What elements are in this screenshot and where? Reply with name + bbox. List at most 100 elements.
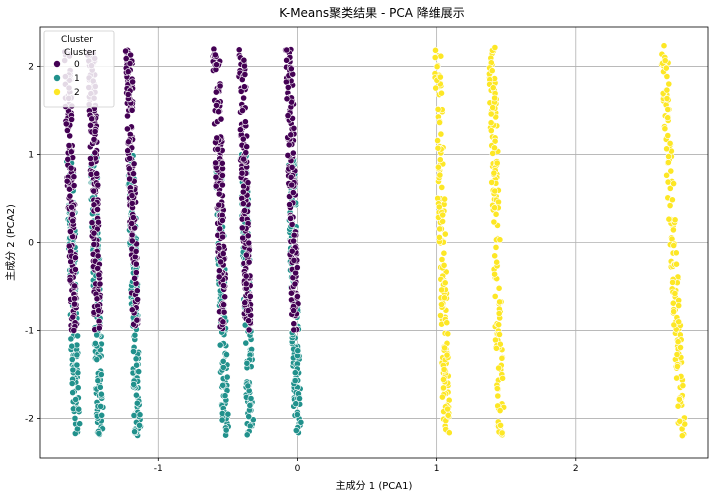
chart-title: K-Means聚类结果 - PCA 降维展示 (279, 6, 465, 20)
data-point-cluster-2 (671, 216, 679, 224)
data-point-cluster-0 (239, 135, 247, 143)
data-point-cluster-0 (211, 51, 219, 59)
data-point-cluster-2 (489, 149, 497, 157)
data-point-cluster-1 (72, 396, 80, 403)
data-point-cluster-0 (288, 181, 296, 189)
data-point-cluster-1 (291, 377, 299, 384)
data-point-cluster-2 (664, 106, 672, 113)
data-point-cluster-2 (664, 132, 672, 139)
data-point-cluster-0 (289, 149, 297, 157)
data-point-cluster-0 (124, 125, 131, 133)
data-point-cluster-1 (297, 418, 305, 426)
data-point-cluster-2 (495, 321, 503, 329)
data-point-cluster-2 (444, 330, 452, 338)
data-point-cluster-0 (214, 145, 222, 153)
data-point-cluster-1 (133, 361, 140, 369)
data-point-cluster-1 (75, 405, 83, 413)
data-point-cluster-0 (220, 308, 228, 316)
data-point-cluster-1 (293, 411, 301, 418)
legend-marker-1 (53, 74, 61, 82)
data-point-cluster-2 (491, 270, 498, 278)
data-point-cluster-0 (284, 112, 292, 119)
data-point-cluster-0 (66, 276, 74, 284)
data-point-cluster-0 (287, 214, 294, 222)
data-point-cluster-2 (492, 344, 500, 352)
data-point-cluster-0 (95, 307, 103, 314)
data-point-cluster-0 (215, 190, 223, 198)
data-point-cluster-0 (215, 244, 223, 252)
data-point-cluster-2 (667, 167, 675, 175)
data-point-cluster-0 (69, 313, 77, 321)
data-point-cluster-0 (239, 188, 247, 196)
data-point-cluster-2 (663, 86, 671, 94)
data-point-cluster-0 (218, 159, 226, 167)
data-point-cluster-2 (440, 249, 448, 257)
data-point-cluster-1 (132, 355, 140, 363)
data-point-cluster-0 (67, 228, 74, 235)
data-point-cluster-0 (65, 142, 73, 149)
data-point-cluster-0 (288, 247, 296, 255)
data-point-cluster-0 (213, 134, 221, 142)
data-point-cluster-0 (289, 189, 297, 196)
data-point-cluster-1 (244, 382, 252, 390)
data-point-cluster-0 (68, 210, 76, 218)
data-point-cluster-0 (221, 293, 229, 301)
data-point-cluster-0 (218, 217, 226, 224)
data-point-cluster-0 (126, 60, 134, 67)
legend-entries: 0 1 2 (53, 60, 80, 98)
data-point-cluster-0 (62, 120, 70, 128)
legend-marker-0 (53, 60, 61, 68)
data-point-cluster-2 (670, 180, 677, 187)
data-point-cluster-0 (285, 141, 293, 149)
data-point-cluster-0 (215, 267, 223, 275)
y-tick-label: 0 (28, 239, 34, 249)
data-point-cluster-0 (93, 170, 101, 178)
data-point-cluster-0 (240, 94, 247, 102)
data-point-cluster-0 (240, 83, 248, 91)
data-point-cluster-0 (288, 163, 296, 171)
data-point-cluster-0 (94, 252, 102, 260)
data-point-cluster-2 (434, 163, 442, 171)
data-point-cluster-2 (669, 278, 676, 286)
data-point-cluster-0 (215, 201, 223, 209)
data-point-cluster-1 (131, 428, 138, 436)
data-point-cluster-0 (219, 233, 226, 241)
data-point-cluster-0 (71, 300, 78, 308)
data-point-cluster-0 (70, 182, 78, 189)
data-point-cluster-2 (436, 73, 444, 81)
x-tick-label: 1 (434, 464, 440, 474)
data-point-cluster-2 (675, 318, 683, 326)
data-point-cluster-1 (130, 412, 138, 419)
data-point-cluster-2 (435, 233, 443, 241)
data-points (61, 42, 689, 440)
data-point-cluster-1 (133, 399, 141, 407)
data-point-cluster-0 (213, 101, 220, 109)
data-point-cluster-0 (242, 251, 250, 259)
data-point-cluster-0 (87, 121, 94, 129)
data-point-cluster-1 (242, 339, 250, 347)
data-point-cluster-2 (498, 354, 506, 362)
legend-label-2: 2 (74, 88, 80, 98)
data-point-cluster-2 (673, 374, 680, 382)
data-point-cluster-0 (239, 107, 246, 114)
data-point-cluster-0 (126, 175, 134, 183)
data-point-cluster-0 (245, 317, 252, 325)
data-point-cluster-0 (95, 271, 103, 279)
data-point-cluster-2 (672, 249, 680, 257)
data-point-cluster-0 (245, 326, 253, 334)
data-point-cluster-1 (219, 357, 227, 365)
data-point-cluster-2 (487, 127, 495, 135)
data-point-cluster-1 (216, 341, 224, 349)
data-point-cluster-0 (124, 91, 132, 98)
x-tick-label: -1 (154, 464, 163, 474)
data-point-cluster-2 (494, 392, 502, 400)
data-point-cluster-2 (663, 145, 670, 153)
data-point-cluster-2 (489, 84, 497, 92)
y-tick-label: -1 (25, 326, 34, 336)
data-point-cluster-1 (97, 371, 105, 378)
data-point-cluster-2 (437, 312, 444, 319)
data-point-cluster-0 (95, 218, 102, 226)
data-point-cluster-0 (124, 147, 132, 155)
data-point-cluster-0 (66, 185, 73, 193)
data-point-cluster-0 (220, 282, 227, 289)
